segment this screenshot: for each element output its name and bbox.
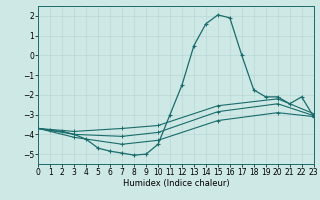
X-axis label: Humidex (Indice chaleur): Humidex (Indice chaleur) (123, 179, 229, 188)
